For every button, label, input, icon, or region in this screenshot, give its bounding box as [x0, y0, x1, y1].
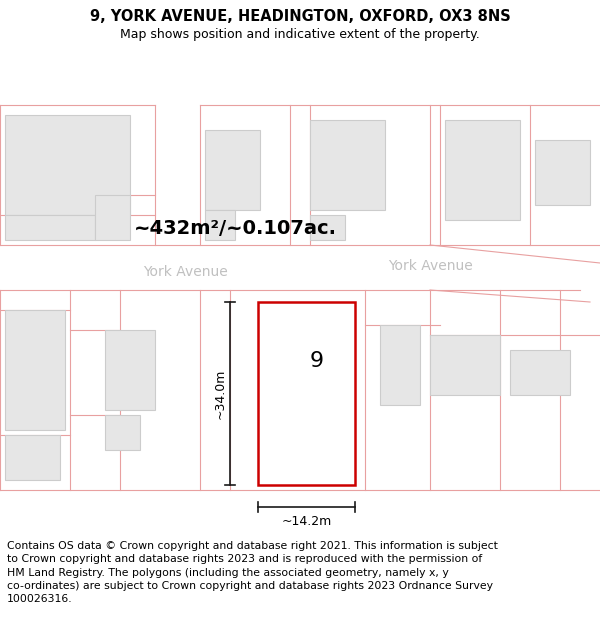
Text: Map shows position and indicative extent of the property.: Map shows position and indicative extent… — [120, 28, 480, 41]
Bar — [510, 350, 570, 395]
Bar — [380, 325, 420, 405]
Bar — [5, 215, 95, 240]
Text: York Avenue: York Avenue — [143, 265, 227, 279]
Bar — [95, 195, 130, 240]
Bar — [5, 310, 65, 430]
Text: York Avenue: York Avenue — [388, 259, 472, 273]
Text: 9, YORK AVENUE, HEADINGTON, OXFORD, OX3 8NS: 9, YORK AVENUE, HEADINGTON, OXFORD, OX3 … — [89, 9, 511, 24]
Text: ~14.2m: ~14.2m — [281, 515, 332, 528]
Bar — [5, 435, 60, 480]
Bar — [205, 130, 260, 210]
Bar — [430, 335, 500, 395]
Bar — [5, 115, 130, 215]
Bar — [105, 330, 155, 410]
Bar — [273, 405, 318, 455]
Bar — [445, 120, 520, 220]
Bar — [535, 140, 590, 205]
Bar — [205, 210, 235, 240]
Text: ~432m²/~0.107ac.: ~432m²/~0.107ac. — [133, 219, 337, 238]
Bar — [105, 415, 140, 450]
Bar — [258, 302, 355, 485]
Bar — [310, 120, 385, 210]
Text: ~34.0m: ~34.0m — [214, 368, 227, 419]
Text: 9: 9 — [309, 351, 323, 371]
Text: Contains OS data © Crown copyright and database right 2021. This information is : Contains OS data © Crown copyright and d… — [7, 541, 498, 604]
Bar — [310, 215, 345, 240]
